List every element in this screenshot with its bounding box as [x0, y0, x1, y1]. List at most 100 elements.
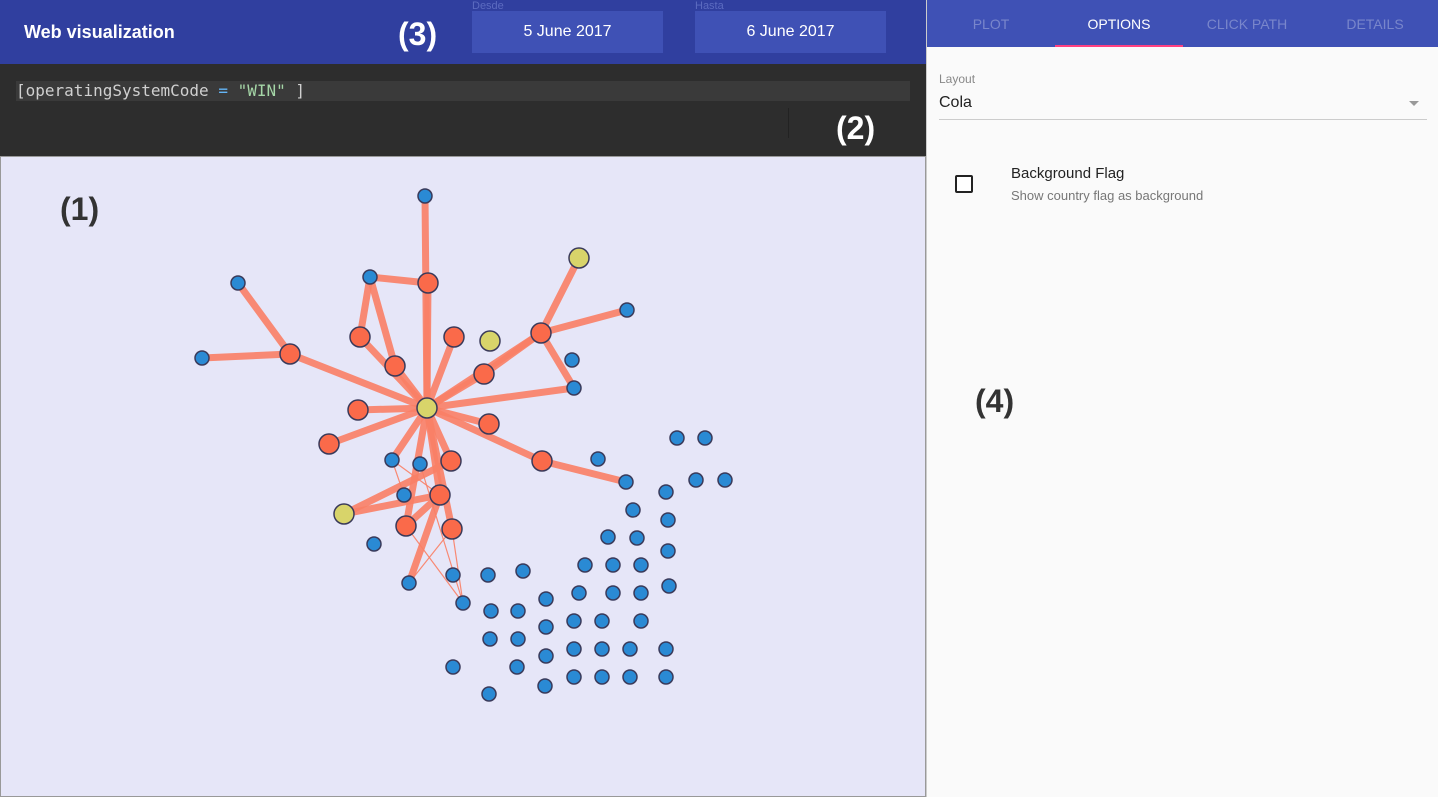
- graph-node[interactable]: [194, 350, 210, 366]
- graph-node[interactable]: [318, 433, 340, 455]
- header-bar: Web visualization (3) Desde 5 June 2017 …: [0, 0, 926, 64]
- graph-node[interactable]: [688, 472, 704, 488]
- background-flag-checkbox[interactable]: [955, 175, 973, 193]
- graph-node[interactable]: [619, 302, 635, 318]
- graph-node[interactable]: [417, 272, 439, 294]
- graph-node[interactable]: [629, 530, 645, 546]
- graph-node[interactable]: [594, 613, 610, 629]
- graph-edge-thin: [451, 528, 464, 604]
- graph-node[interactable]: [443, 326, 465, 348]
- graph-node[interactable]: [566, 669, 582, 685]
- graph-node[interactable]: [605, 557, 621, 573]
- graph-edge: [340, 491, 444, 518]
- graph-node[interactable]: [566, 613, 582, 629]
- graph-node[interactable]: [538, 619, 554, 635]
- graph-node[interactable]: [445, 567, 461, 583]
- graph-node[interactable]: [455, 595, 471, 611]
- graph-node[interactable]: [568, 247, 590, 269]
- graph-edge: [423, 333, 458, 412]
- graph-node[interactable]: [633, 613, 649, 629]
- graph-node[interactable]: [697, 430, 713, 446]
- query-line[interactable]: [operatingSystemCode = "WIN" ]: [16, 81, 910, 101]
- graph-node[interactable]: [566, 380, 582, 396]
- graph-node[interactable]: [658, 669, 674, 685]
- graph-node[interactable]: [658, 641, 674, 657]
- graph-node[interactable]: [564, 352, 580, 368]
- graph-node[interactable]: [594, 641, 610, 657]
- graph-node[interactable]: [349, 326, 371, 348]
- graph-node[interactable]: [594, 669, 610, 685]
- from-date-value: 5 June 2017: [523, 23, 612, 40]
- graph-node[interactable]: [538, 648, 554, 664]
- to-date-field[interactable]: Hasta 6 June 2017: [695, 0, 886, 53]
- graph-node[interactable]: [440, 450, 462, 472]
- callout-4: (4): [975, 383, 1015, 419]
- graph-node[interactable]: [481, 686, 497, 702]
- graph-node[interactable]: [577, 557, 593, 573]
- graph-node[interactable]: [441, 518, 463, 540]
- graph-node[interactable]: [618, 474, 634, 490]
- graph-edge: [423, 404, 546, 465]
- graph-node[interactable]: [633, 585, 649, 601]
- graph-node[interactable]: [395, 515, 417, 537]
- query-field: operatingSystemCode: [25, 81, 209, 100]
- graph-node[interactable]: [590, 451, 606, 467]
- graph-node[interactable]: [658, 484, 674, 500]
- graph-node[interactable]: [478, 413, 500, 435]
- graph-node[interactable]: [600, 529, 616, 545]
- graph-node[interactable]: [566, 641, 582, 657]
- graph-node[interactable]: [366, 536, 382, 552]
- tab-plot[interactable]: PLOT: [972, 15, 1010, 32]
- graph-node[interactable]: [538, 591, 554, 607]
- background-flag-description: Show country flag as background: [1011, 188, 1204, 203]
- tab-details[interactable]: DETAILS: [1346, 15, 1404, 32]
- from-date-field[interactable]: Desde 5 June 2017: [472, 0, 663, 53]
- graph-node[interactable]: [479, 330, 501, 352]
- layout-select[interactable]: Cola: [939, 88, 1427, 120]
- graph-node[interactable]: [445, 659, 461, 675]
- graph-edge: [354, 404, 431, 414]
- graph-node[interactable]: [417, 188, 433, 204]
- network-graph[interactable]: [1, 157, 925, 796]
- graph-node[interactable]: [230, 275, 246, 291]
- graph-canvas[interactable]: (1): [0, 156, 926, 797]
- graph-node[interactable]: [412, 456, 428, 472]
- graph-node[interactable]: [622, 669, 638, 685]
- graph-node[interactable]: [362, 269, 378, 285]
- graph-node[interactable]: [401, 575, 417, 591]
- graph-node[interactable]: [473, 363, 495, 385]
- graph-hub-node[interactable]: [416, 397, 438, 419]
- graph-node[interactable]: [661, 578, 677, 594]
- graph-node[interactable]: [482, 631, 498, 647]
- graph-node[interactable]: [622, 641, 638, 657]
- tab-options[interactable]: OPTIONS: [1055, 0, 1183, 47]
- graph-node[interactable]: [510, 631, 526, 647]
- graph-node[interactable]: [384, 355, 406, 377]
- graph-node[interactable]: [625, 502, 641, 518]
- graph-node[interactable]: [633, 557, 649, 573]
- graph-node[interactable]: [660, 512, 676, 528]
- graph-node[interactable]: [480, 567, 496, 583]
- graph-node[interactable]: [515, 563, 531, 579]
- graph-edge: [538, 457, 630, 486]
- graph-node[interactable]: [396, 487, 412, 503]
- graph-node[interactable]: [279, 343, 301, 365]
- tab-click-path[interactable]: CLICK PATH: [1206, 15, 1288, 32]
- graph-node[interactable]: [429, 484, 451, 506]
- graph-node[interactable]: [537, 678, 553, 694]
- graph-node[interactable]: [510, 603, 526, 619]
- query-editor[interactable]: [operatingSystemCode = "WIN" ] (2): [0, 64, 926, 156]
- graph-node[interactable]: [530, 322, 552, 344]
- graph-node[interactable]: [660, 543, 676, 559]
- graph-node[interactable]: [717, 472, 733, 488]
- graph-node[interactable]: [669, 430, 685, 446]
- graph-node[interactable]: [531, 450, 553, 472]
- graph-node[interactable]: [384, 452, 400, 468]
- graph-node[interactable]: [347, 399, 369, 421]
- graph-node[interactable]: [483, 603, 499, 619]
- graph-node[interactable]: [509, 659, 525, 675]
- graph-node[interactable]: [571, 585, 587, 601]
- graph-node[interactable]: [333, 503, 355, 525]
- side-panel: PLOT OPTIONS CLICK PATH DETAILS Layout C…: [926, 0, 1438, 797]
- graph-node[interactable]: [605, 585, 621, 601]
